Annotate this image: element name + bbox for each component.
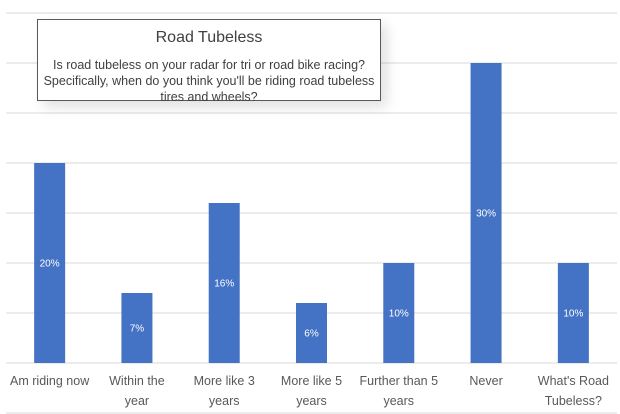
bar: [557, 263, 589, 363]
category-label: years: [296, 394, 327, 408]
data-label: 20%: [40, 259, 60, 270]
category-label: Never: [469, 374, 502, 388]
category-label: Am riding now: [10, 374, 90, 388]
data-label: 30%: [476, 209, 496, 220]
bar: [34, 163, 66, 363]
category-label: Tubeless?: [545, 394, 602, 408]
bar: [296, 303, 327, 363]
chart-title: Road Tubeless: [155, 29, 263, 46]
chart-subtitle: Is road tubeless on your radar for tri o…: [43, 58, 375, 104]
data-label: 6%: [304, 329, 319, 340]
category-label: Within the: [109, 374, 165, 388]
data-label: 7%: [130, 324, 145, 335]
data-label: 10%: [389, 309, 409, 320]
chart-title-box: Road Tubeless Is road tubeless on your r…: [37, 19, 381, 104]
data-label: 16%: [214, 279, 234, 290]
category-label: years: [383, 394, 414, 408]
category-label: years: [209, 394, 240, 408]
category-label: What's Road: [538, 374, 609, 388]
bar: [383, 263, 415, 363]
category-label: year: [125, 394, 149, 408]
data-label: 10%: [563, 309, 583, 320]
bar: [121, 293, 153, 363]
bar: [208, 203, 240, 363]
category-label: More like 5: [281, 374, 342, 388]
bar: [470, 63, 502, 363]
category-label: More like 3: [194, 374, 255, 388]
category-label: Further than 5: [360, 374, 439, 388]
